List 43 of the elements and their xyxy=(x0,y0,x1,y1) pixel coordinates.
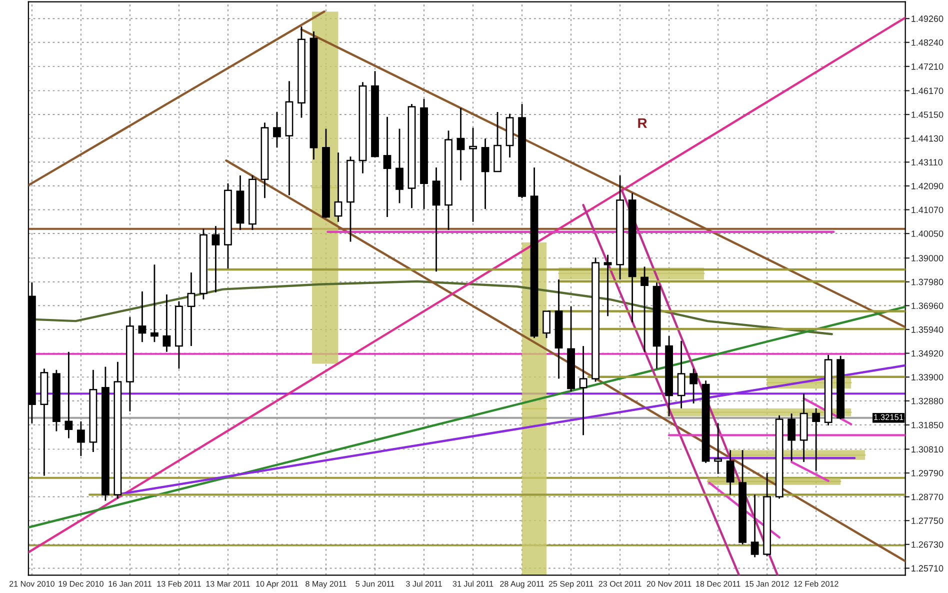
y-tick-label: 1.30810 xyxy=(912,446,944,453)
x-tick-label: 21 Nov 2010 xyxy=(10,580,54,587)
y-tick-label: 1.47210 xyxy=(912,63,944,70)
y-tick-label: 1.26730 xyxy=(912,541,944,548)
x-tick-label: 10 Apr 2011 xyxy=(256,580,298,588)
y-tick-label: 1.27750 xyxy=(912,518,944,524)
y-tick-label: 1.35940 xyxy=(912,326,944,333)
y-tick-label: 1.33900 xyxy=(912,374,944,380)
y-tick-label: 1.44130 xyxy=(912,135,944,142)
y-tick-label: 1.40050 xyxy=(912,230,944,237)
y-tick-label: 1.29790 xyxy=(912,470,944,476)
y-tick-label: 1.36960 xyxy=(912,302,944,310)
y-tick-label: 1.43110 xyxy=(912,159,943,166)
x-tick-label: 15 Jan 2012 xyxy=(746,580,789,587)
x-tick-label: 31 Jul 2011 xyxy=(452,580,494,587)
x-tick-label: 20 Nov 2011 xyxy=(646,580,692,587)
ref-line-label: 1.32151 xyxy=(874,414,904,420)
x-tick-label: 19 Dec 2010 xyxy=(58,580,104,587)
x-tick-label: 3 Jul 2011 xyxy=(406,580,442,587)
x-tick-label: 18 Dec 2011 xyxy=(696,580,740,587)
y-tick-label: 1.34920 xyxy=(912,350,944,357)
x-tick-label: 5 Jun 2011 xyxy=(356,580,394,587)
annotation: R xyxy=(638,118,647,128)
y-tick-label: 1.39000 xyxy=(912,255,944,262)
x-tick-label: 12 Feb 2012 xyxy=(794,580,838,587)
y-tick-label: 1.46170 xyxy=(912,88,944,94)
y-tick-label: 1.25710 xyxy=(912,565,944,572)
y-tick-label: 1.41070 xyxy=(912,206,944,214)
x-tick-label: 23 Oct 2011 xyxy=(598,580,642,587)
x-tick-label: 16 Jan 2011 xyxy=(108,580,152,587)
x-tick-label: 13 Feb 2011 xyxy=(157,580,201,587)
y-tick-label: 1.28770 xyxy=(912,494,944,500)
x-tick-label: 28 Aug 2011 xyxy=(500,580,544,588)
x-tick-label: 25 Sep 2011 xyxy=(548,580,594,588)
y-tick-label: 1.32880 xyxy=(912,398,944,404)
x-tick-label: 13 Mar 2011 xyxy=(206,580,250,587)
x-tick-label: 8 May 2011 xyxy=(306,580,346,588)
y-tick-label: 1.42090 xyxy=(912,182,944,190)
y-tick-label: 1.45150 xyxy=(912,111,944,118)
y-tick-label: 1.48240 xyxy=(912,39,944,46)
y-tick-label: 1.49260 xyxy=(912,16,944,22)
y-tick-label: 1.37980 xyxy=(912,278,944,286)
y-tick-label: 1.31850 xyxy=(912,422,944,428)
